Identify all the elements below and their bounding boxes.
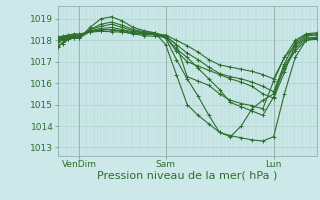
X-axis label: Pression niveau de la mer( hPa ): Pression niveau de la mer( hPa ): [97, 171, 277, 181]
